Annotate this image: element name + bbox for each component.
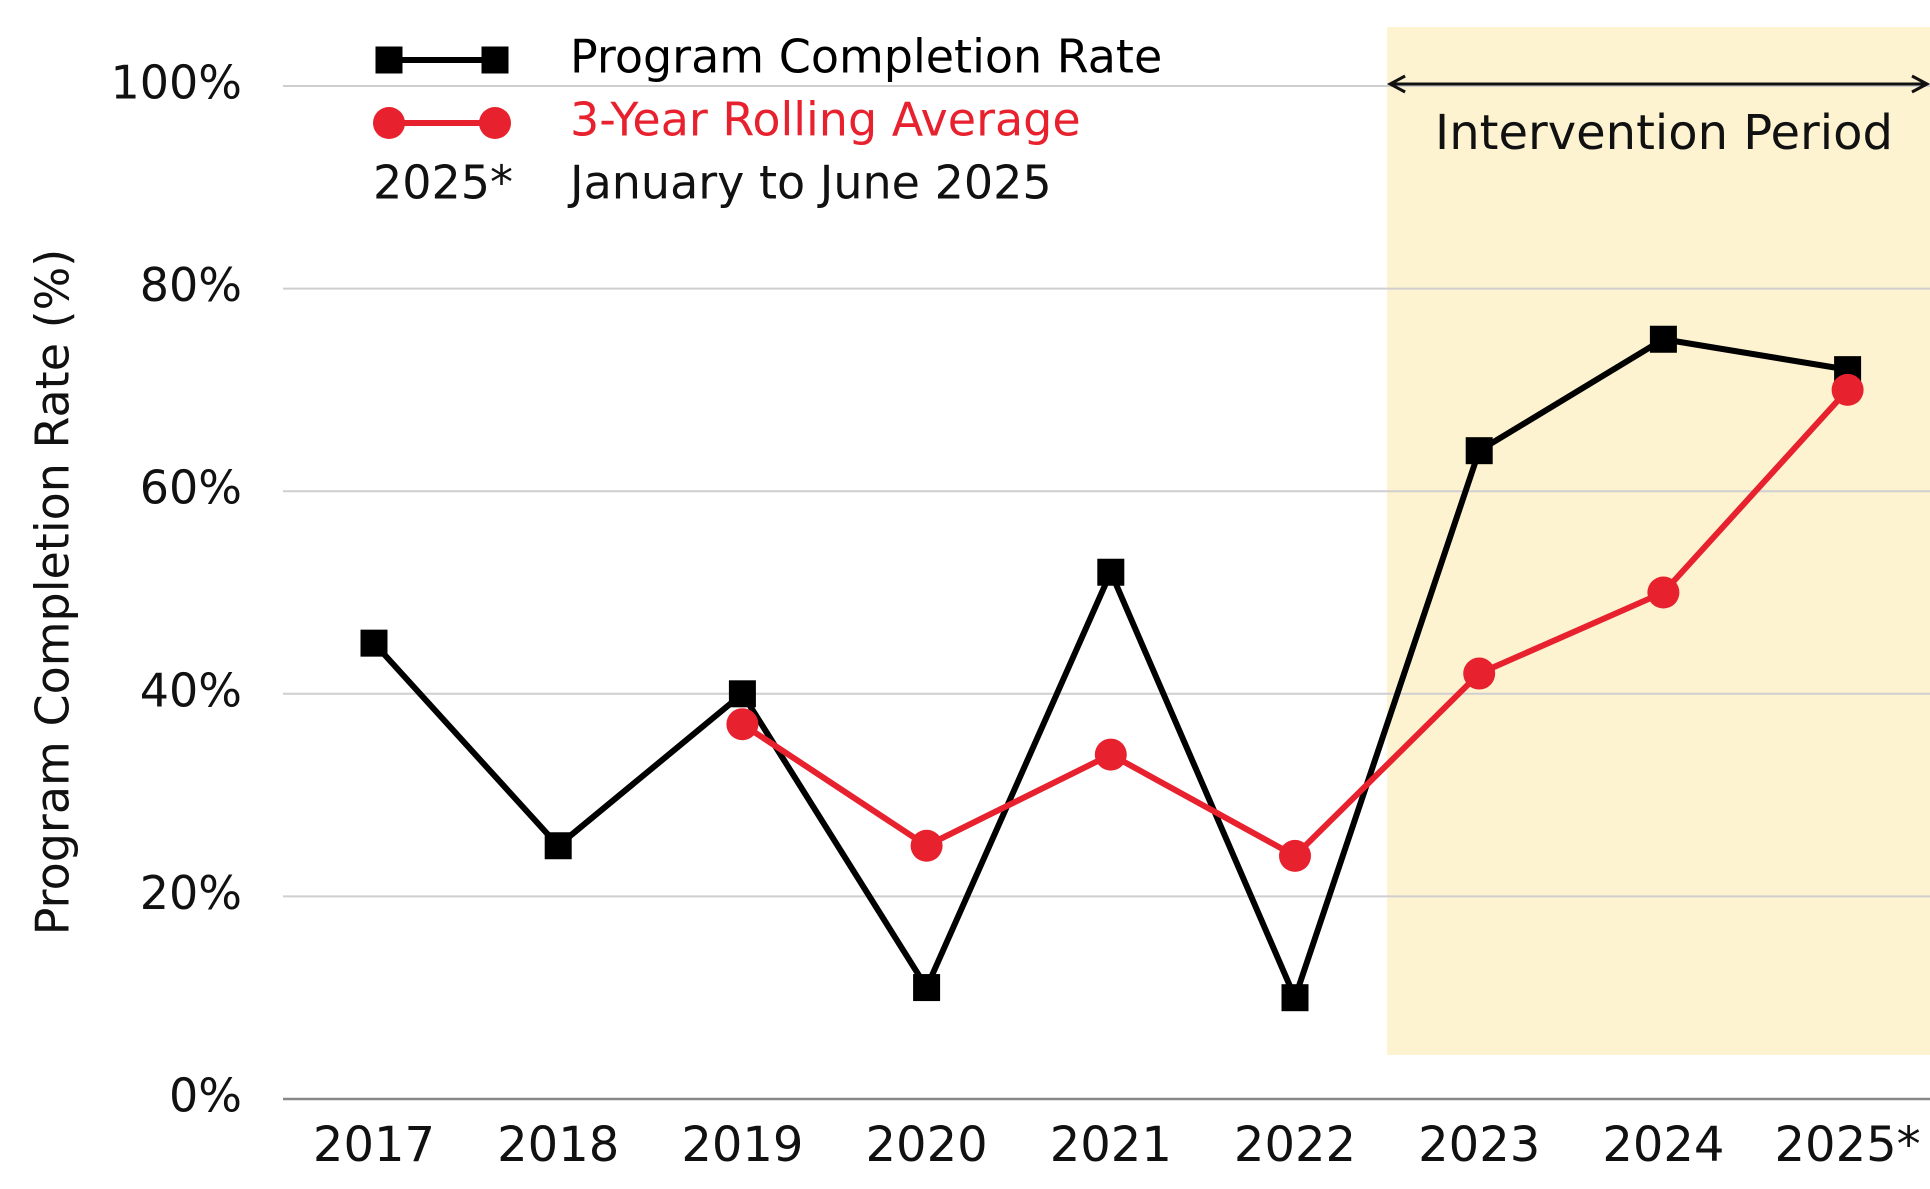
- legend-note-label: 2025*: [373, 156, 513, 210]
- legend-note-text: January to June 2025: [567, 156, 1052, 210]
- x-tick-label: 2019: [681, 1117, 803, 1173]
- marker: [1094, 738, 1127, 771]
- marker: [544, 832, 572, 860]
- y-tick-label: 20%: [140, 866, 242, 920]
- marker: [1831, 373, 1864, 406]
- marker: [1279, 839, 1311, 872]
- legend-label: 3-Year Rolling Average: [570, 93, 1081, 147]
- x-tick-label: 2020: [866, 1117, 988, 1173]
- marker: [375, 46, 403, 74]
- x-tick-label: 2025*: [1775, 1117, 1921, 1173]
- y-tick-label: 60%: [140, 461, 242, 515]
- x-tick-label: 2022: [1234, 1117, 1356, 1173]
- marker: [1463, 657, 1496, 690]
- marker: [728, 680, 756, 708]
- y-tick-label: 0%: [169, 1069, 242, 1123]
- marker: [1281, 984, 1309, 1012]
- x-tick-label: 2018: [497, 1117, 619, 1173]
- y-tick-label: 100%: [110, 56, 242, 110]
- arrow-head: [1386, 74, 1406, 94]
- marker: [726, 708, 759, 741]
- intervention-shade: [1387, 27, 1930, 1055]
- marker: [373, 107, 405, 139]
- marker: [481, 46, 509, 74]
- arrow-head: [1911, 74, 1930, 94]
- legend-label: Program Completion Rate: [570, 30, 1162, 84]
- marker: [910, 829, 943, 862]
- y-tick-label: 40%: [140, 663, 242, 717]
- marker: [479, 107, 511, 139]
- marker: [1647, 576, 1680, 609]
- x-tick-label: 2023: [1418, 1117, 1540, 1173]
- y-tick-label: 80%: [140, 258, 242, 312]
- x-tick-label: 2017: [313, 1117, 435, 1173]
- marker: [360, 629, 388, 657]
- marker: [1097, 558, 1125, 586]
- x-tick-label: 2021: [1050, 1117, 1172, 1173]
- x-tick-label: 2024: [1602, 1117, 1724, 1173]
- marker: [1465, 437, 1493, 465]
- annotation: Intervention Period: [1435, 105, 1893, 161]
- y-axis-label: Program Completion Rate (%): [26, 249, 80, 936]
- marker: [913, 974, 941, 1002]
- marker: [1649, 325, 1677, 353]
